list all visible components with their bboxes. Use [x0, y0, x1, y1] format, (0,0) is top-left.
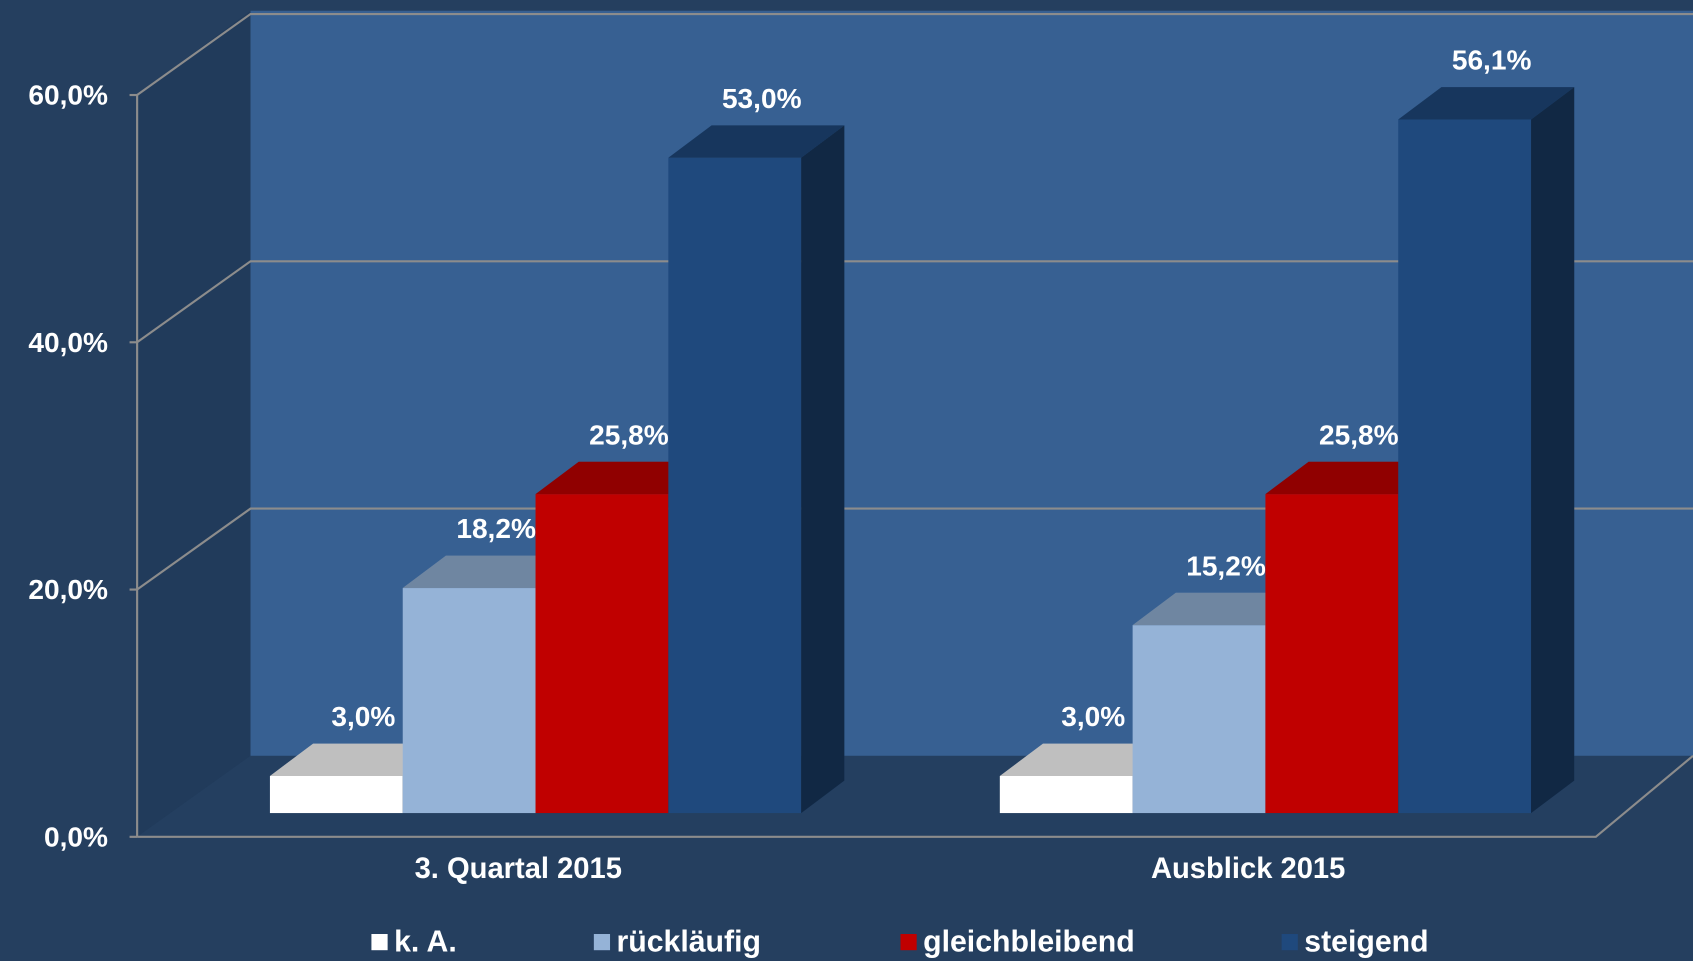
value-label: 56,1%	[1452, 45, 1532, 76]
x-tick-label: Ausblick 2015	[1151, 853, 1345, 885]
bar-side-shade	[801, 125, 845, 814]
value-label: 15,2%	[1186, 550, 1266, 581]
x-tick-label: 3. Quartal 2015	[415, 853, 622, 885]
value-label: 25,8%	[1319, 419, 1399, 450]
value-label: 25,8%	[589, 419, 669, 450]
bar	[999, 775, 1133, 814]
bar-top	[1398, 87, 1575, 120]
legend-swatch	[593, 934, 611, 951]
bar-top	[668, 125, 845, 158]
bar-top-shade	[535, 461, 712, 495]
y-tick-label: 20,0%	[28, 574, 108, 605]
bar	[402, 588, 536, 814]
bar-side-shade	[1531, 87, 1575, 814]
bar-side	[801, 125, 845, 814]
grid-line	[136, 507, 1693, 591]
bar-top-shade	[999, 743, 1176, 776]
value-label: 18,2%	[456, 513, 536, 544]
legend-swatch	[900, 934, 917, 951]
bar-top	[999, 743, 1176, 776]
bar	[535, 494, 669, 814]
grid-line	[136, 260, 1693, 344]
legend-label: steigend	[1304, 926, 1428, 959]
bar-top	[402, 555, 579, 589]
legend-swatch	[1281, 934, 1298, 951]
legend-label: rückläufig	[617, 926, 761, 959]
bar-top-shade	[269, 743, 446, 776]
bar-top	[1265, 461, 1442, 495]
bar-side	[1531, 87, 1575, 814]
bar-top-shade	[668, 125, 845, 158]
bar-top	[535, 461, 712, 495]
bar	[1265, 494, 1399, 814]
floor-edge	[137, 755, 1693, 838]
side-wall	[137, 10, 251, 837]
bar-top-shade	[402, 555, 579, 589]
y-tick-label: 0,0%	[44, 821, 108, 852]
grid-line	[136, 12, 1693, 96]
y-tick-label: 40,0%	[28, 327, 108, 358]
bar-top-shade	[1265, 461, 1442, 495]
bar	[668, 157, 802, 814]
value-label: 3,0%	[331, 701, 395, 732]
bar-top	[1132, 592, 1309, 626]
legend-swatch	[371, 934, 388, 951]
value-label: 53,0%	[722, 83, 802, 114]
y-tick-label: 60,0%	[28, 80, 108, 111]
bar-top-shade	[1398, 87, 1575, 120]
bar	[269, 775, 403, 814]
value-label: 3,0%	[1061, 701, 1125, 732]
bar	[1398, 119, 1532, 814]
bar-top-shade	[1132, 592, 1309, 626]
bar	[1132, 625, 1266, 814]
legend-label: k. A.	[394, 926, 457, 959]
bar-top	[269, 743, 446, 776]
legend-label: gleichbleibend	[923, 926, 1135, 959]
